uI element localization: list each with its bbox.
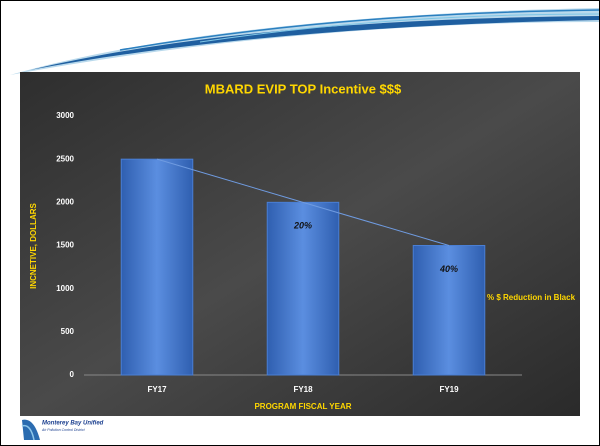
y-axis-label: INCNETIVE, DOLLARS [29, 202, 38, 288]
x-tick-label: FY18 [293, 385, 313, 394]
logo-subtitle: Air Pollution Control District [41, 428, 86, 432]
bar [121, 159, 193, 375]
y-tick-label: 0 [70, 370, 75, 379]
chart-title: MBARD EVIP TOP Incentive $$$ [205, 81, 402, 96]
annotation: % $ Reduction in Black [487, 293, 576, 302]
x-tick-label: FY17 [147, 385, 167, 394]
y-tick-label: 3000 [56, 111, 74, 120]
slide: MBARD EVIP TOP Incentive $$$ INCNETIVE, … [0, 0, 600, 446]
data-label: 40% [439, 264, 458, 274]
y-tick-label: 2000 [56, 197, 74, 206]
y-tick-label: 1500 [56, 241, 74, 250]
y-tick-label: 500 [61, 327, 75, 336]
logo-name: Monterey Bay Unified [42, 421, 104, 427]
y-tick-label: 1000 [56, 284, 74, 293]
x-tick-label: FY19 [439, 385, 459, 394]
x-axis-label: PROGRAM FISCAL YEAR [254, 402, 351, 411]
y-tick-label: 2500 [56, 154, 74, 163]
data-label: 20% [293, 221, 312, 231]
